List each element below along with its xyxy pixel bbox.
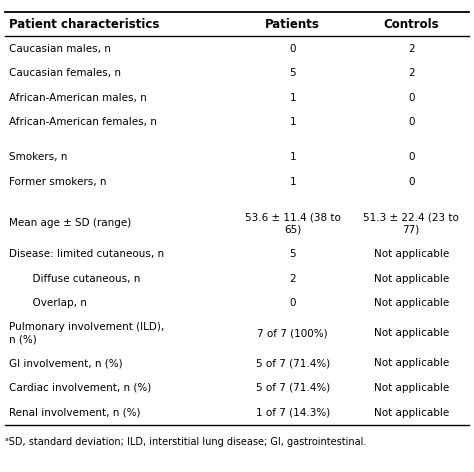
Text: 53.6 ± 11.4 (38 to
65): 53.6 ± 11.4 (38 to 65) (245, 212, 341, 234)
Text: Mean age ± SD (range): Mean age ± SD (range) (9, 218, 132, 228)
Text: 1: 1 (290, 117, 296, 127)
Text: GI involvement, n (%): GI involvement, n (%) (9, 358, 123, 369)
Text: 7 of 7 (100%): 7 of 7 (100%) (257, 329, 328, 338)
Text: Not applicable: Not applicable (374, 249, 449, 260)
Text: 1: 1 (290, 152, 296, 162)
Text: Pulmonary involvement (ILD),
n (%): Pulmonary involvement (ILD), n (%) (9, 322, 165, 345)
Text: 51.3 ± 22.4 (23 to
77): 51.3 ± 22.4 (23 to 77) (363, 212, 459, 234)
Text: Cardiac involvement, n (%): Cardiac involvement, n (%) (9, 383, 152, 393)
Text: Former smokers, n: Former smokers, n (9, 177, 107, 187)
Text: 2: 2 (290, 274, 296, 284)
Text: 5 of 7 (71.4%): 5 of 7 (71.4%) (255, 383, 330, 393)
Text: Diffuse cutaneous, n: Diffuse cutaneous, n (26, 274, 140, 284)
Text: Caucasian males, n: Caucasian males, n (9, 43, 111, 54)
Text: 0: 0 (290, 43, 296, 54)
Text: Disease: limited cutaneous, n: Disease: limited cutaneous, n (9, 249, 164, 260)
Text: Caucasian females, n: Caucasian females, n (9, 68, 121, 78)
Text: 5 of 7 (71.4%): 5 of 7 (71.4%) (255, 358, 330, 369)
Text: Not applicable: Not applicable (374, 383, 449, 393)
Text: Not applicable: Not applicable (374, 407, 449, 418)
Text: Patient characteristics: Patient characteristics (9, 17, 160, 31)
Text: 0: 0 (408, 177, 414, 187)
Text: Overlap, n: Overlap, n (26, 298, 87, 309)
Text: 1: 1 (290, 177, 296, 187)
Text: Smokers, n: Smokers, n (9, 152, 68, 162)
Text: 2: 2 (408, 43, 414, 54)
Text: 1 of 7 (14.3%): 1 of 7 (14.3%) (255, 407, 330, 418)
Text: 1: 1 (290, 93, 296, 103)
Text: Not applicable: Not applicable (374, 274, 449, 284)
Text: 0: 0 (408, 152, 414, 162)
Text: 2: 2 (408, 68, 414, 78)
Text: 0: 0 (408, 93, 414, 103)
Text: Not applicable: Not applicable (374, 298, 449, 309)
Text: 0: 0 (290, 298, 296, 309)
Text: 5: 5 (290, 249, 296, 260)
Text: Patients: Patients (265, 17, 320, 31)
Text: 0: 0 (408, 117, 414, 127)
Text: Controls: Controls (383, 17, 439, 31)
Text: African-American females, n: African-American females, n (9, 117, 157, 127)
Text: ᵃSD, standard deviation; ILD, interstitial lung disease; GI, gastrointestinal.: ᵃSD, standard deviation; ILD, interstiti… (5, 437, 366, 447)
Text: 5: 5 (290, 68, 296, 78)
Text: African-American males, n: African-American males, n (9, 93, 147, 103)
Text: Not applicable: Not applicable (374, 329, 449, 338)
Text: Renal involvement, n (%): Renal involvement, n (%) (9, 407, 141, 418)
Text: Not applicable: Not applicable (374, 358, 449, 369)
